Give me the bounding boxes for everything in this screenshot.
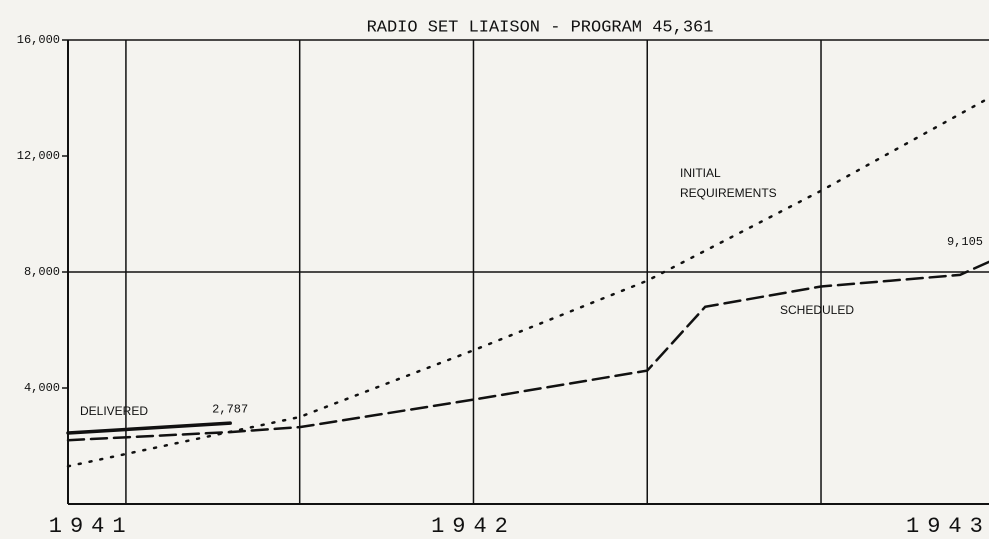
- x-tick-label: 1942: [431, 514, 516, 539]
- y-tick-label: 8,000: [24, 265, 60, 279]
- x-tick-label: 1943: [906, 514, 989, 539]
- y-tick-label: 16,000: [17, 33, 60, 47]
- data-label: 2,787: [212, 402, 248, 416]
- chart-title: RADIO SET LIAISON - PROGRAM 45,361: [367, 18, 714, 37]
- series-line: [66, 421, 232, 435]
- series-label: DELIVERED: [80, 404, 148, 418]
- x-tick-label: 1941: [49, 514, 134, 539]
- y-tick-label: 12,000: [17, 149, 60, 163]
- annotation: 9,105: [947, 235, 983, 249]
- series-label: SCHEDULED: [780, 303, 854, 317]
- y-tick-label: 4,000: [24, 381, 60, 395]
- series-line: [66, 96, 989, 468]
- series-line: [66, 260, 989, 442]
- series-label: INITIAL REQUIREMENTS: [680, 166, 777, 200]
